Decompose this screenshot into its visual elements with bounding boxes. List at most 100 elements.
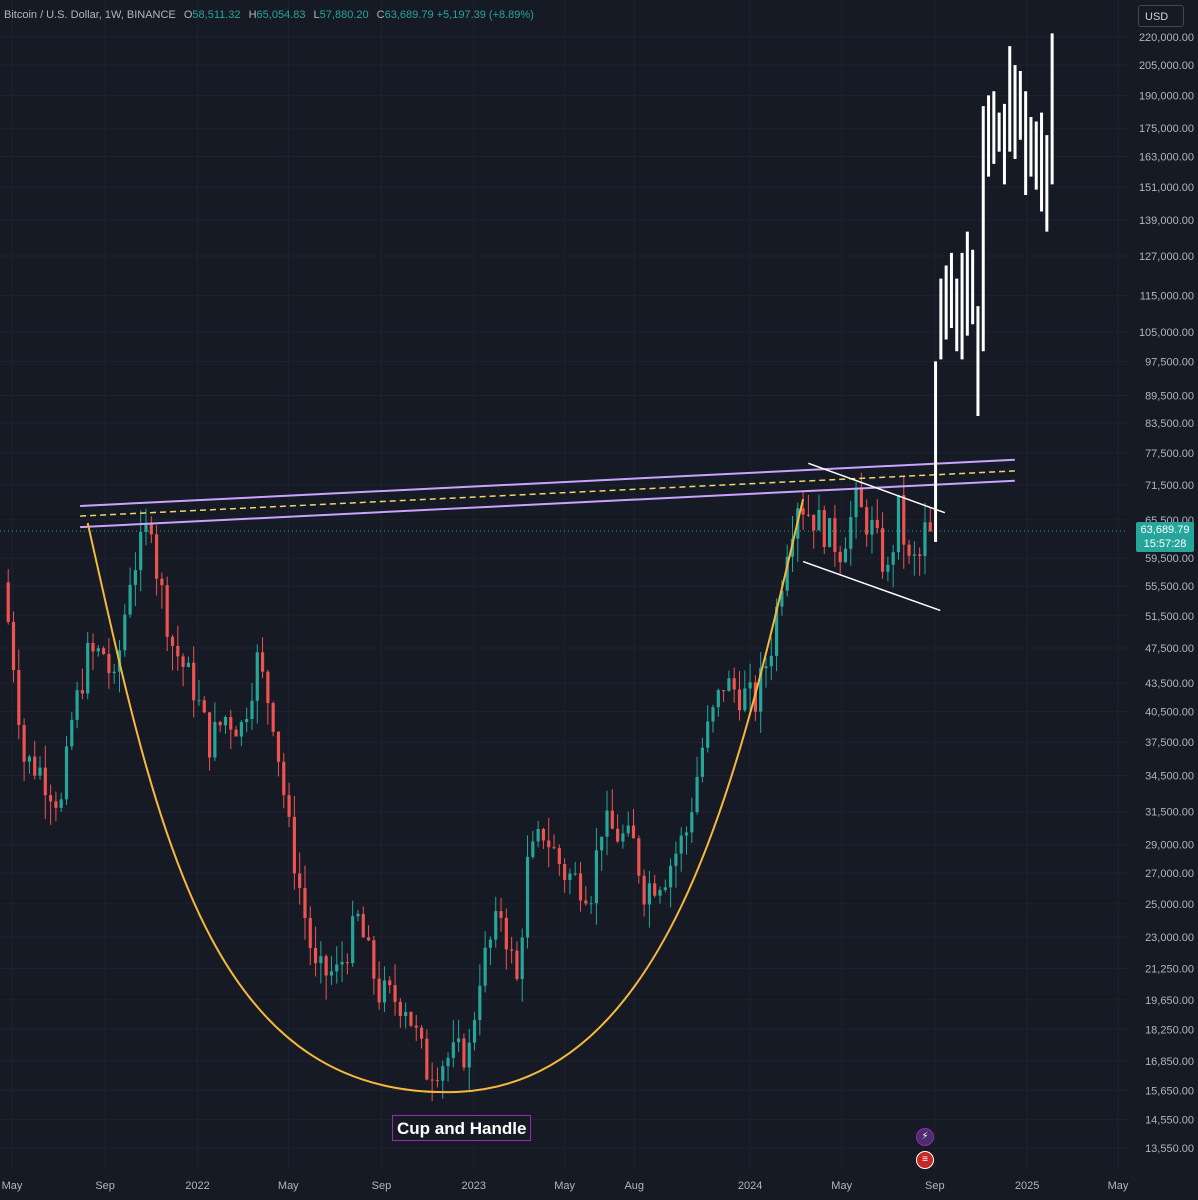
candle-bearish — [928, 522, 932, 532]
candle-bearish — [160, 578, 164, 586]
candle-bullish — [568, 873, 572, 881]
candle-bearish — [552, 847, 556, 849]
candle-bullish — [451, 1042, 455, 1058]
candle-bullish — [886, 564, 890, 572]
open-key: O — [183, 9, 193, 21]
price-tick-label: 163,000.00 — [1139, 152, 1194, 164]
candle-bullish — [86, 642, 90, 694]
candle-bullish — [467, 1042, 471, 1068]
candle-bearish — [192, 662, 196, 701]
candle-bearish — [292, 816, 296, 874]
candle-bearish — [298, 873, 302, 889]
candle-bullish — [843, 548, 848, 563]
candle-bearish — [308, 917, 312, 948]
price-tick-label: 139,000.00 — [1139, 215, 1194, 227]
price-tick-label: 34,500.00 — [1145, 770, 1194, 782]
price-tick-label: 77,500.00 — [1145, 448, 1194, 460]
price-tick-label: 40,500.00 — [1145, 707, 1194, 719]
close-key: C — [376, 9, 385, 21]
candle-bullish — [472, 1020, 477, 1043]
candle-bearish — [43, 767, 47, 796]
candle-bearish — [430, 1079, 434, 1081]
candle-bullish — [133, 570, 137, 585]
candle-bullish — [684, 832, 689, 836]
high-key: H — [248, 9, 257, 21]
candle-bearish — [637, 838, 641, 876]
candle-bullish — [197, 700, 201, 702]
candle-bullish — [64, 746, 69, 800]
price-tick-label: 13,550.00 — [1145, 1143, 1194, 1155]
handle-channel-lower — [802, 560, 941, 612]
candle-bullish — [329, 971, 334, 976]
price-axis[interactable]: 220,000.00 205,000.00 190,000.00 175,000.00… — [1134, 0, 1198, 1168]
candle-bearish — [361, 913, 365, 938]
cup-and-handle-label[interactable]: Cup and Handle — [392, 1115, 532, 1141]
candle-bullish — [520, 937, 524, 980]
candle-bullish — [382, 980, 387, 1003]
lightning-icon[interactable]: ⚡ — [916, 1128, 934, 1146]
candle-bullish — [128, 584, 132, 615]
candle-bearish — [229, 716, 233, 730]
time-tick-label: May — [2, 1180, 23, 1192]
candle-bearish — [260, 652, 265, 672]
candle-bearish — [107, 654, 111, 674]
candle-bearish — [414, 1025, 418, 1028]
drawing-tools — [0, 458, 1128, 1093]
candle-bearish — [653, 883, 657, 896]
price-tick-label: 47,500.00 — [1145, 643, 1194, 655]
low-value: 57,880.20 — [319, 9, 369, 21]
candle-bearish — [218, 721, 222, 726]
candle-bullish — [250, 700, 254, 719]
us-flag-icon[interactable]: ≡ — [916, 1151, 934, 1169]
price-tick-label: 220,000.00 — [1139, 32, 1194, 44]
price-tick-label: 16,850.00 — [1145, 1056, 1194, 1068]
candle-bearish — [393, 985, 397, 1002]
candle-bullish — [245, 718, 249, 723]
current-price-value: 63,689.79 — [1140, 524, 1190, 536]
currency-button[interactable]: USD — [1138, 5, 1184, 27]
candle-bearish — [918, 554, 922, 557]
candle-bullish — [139, 531, 143, 571]
candle-bullish — [594, 850, 599, 904]
candle-bullish — [351, 916, 355, 964]
candle-bearish — [833, 518, 837, 552]
price-tick-label: 25,000.00 — [1145, 899, 1194, 911]
candle-bullish — [695, 776, 699, 813]
candle-bullish — [817, 509, 821, 531]
candle-bullish — [669, 865, 673, 888]
candle-bearish — [276, 731, 281, 762]
low-key: L — [313, 9, 320, 21]
candlestick-series — [6, 472, 932, 1102]
candle-bullish — [112, 671, 116, 674]
candle-bullish — [774, 606, 779, 656]
candle-bullish — [75, 690, 79, 720]
time-tick-label: May — [831, 1180, 852, 1192]
candle-bullish — [488, 939, 493, 948]
resistance-line-lower — [80, 479, 1015, 529]
candle-bullish — [457, 1038, 461, 1043]
candle-bullish — [743, 688, 747, 711]
candle-bullish — [340, 962, 344, 965]
candle-bullish — [356, 913, 360, 917]
candle-bullish — [658, 889, 662, 896]
candle-bearish — [838, 551, 842, 563]
candle-bearish — [610, 810, 614, 829]
candle-bearish — [176, 645, 180, 657]
price-tick-label: 55,500.00 — [1145, 581, 1194, 593]
price-tick-label: 23,000.00 — [1145, 932, 1194, 944]
candle-bearish — [822, 509, 826, 547]
candle-bullish — [679, 835, 683, 854]
time-axis[interactable]: May Sep 2022 May Sep 2023 May Aug 2024 May Sep 2025… — [0, 1168, 1198, 1200]
candle-bearish — [806, 514, 810, 516]
candle-bearish — [80, 690, 84, 694]
candle-bearish — [499, 911, 503, 918]
price-tick-label: 31,500.00 — [1145, 807, 1194, 819]
candle-bullish — [706, 721, 710, 748]
candle-bullish — [319, 956, 323, 964]
time-tick-label: May — [554, 1180, 575, 1192]
symbol-title[interactable]: Bitcoin / U.S. Dollar, 1W, BINANCE — [4, 9, 176, 21]
price-tick-label: 15,650.00 — [1145, 1086, 1194, 1098]
candle-bearish — [366, 937, 371, 941]
handle-channel-upper — [808, 462, 946, 514]
